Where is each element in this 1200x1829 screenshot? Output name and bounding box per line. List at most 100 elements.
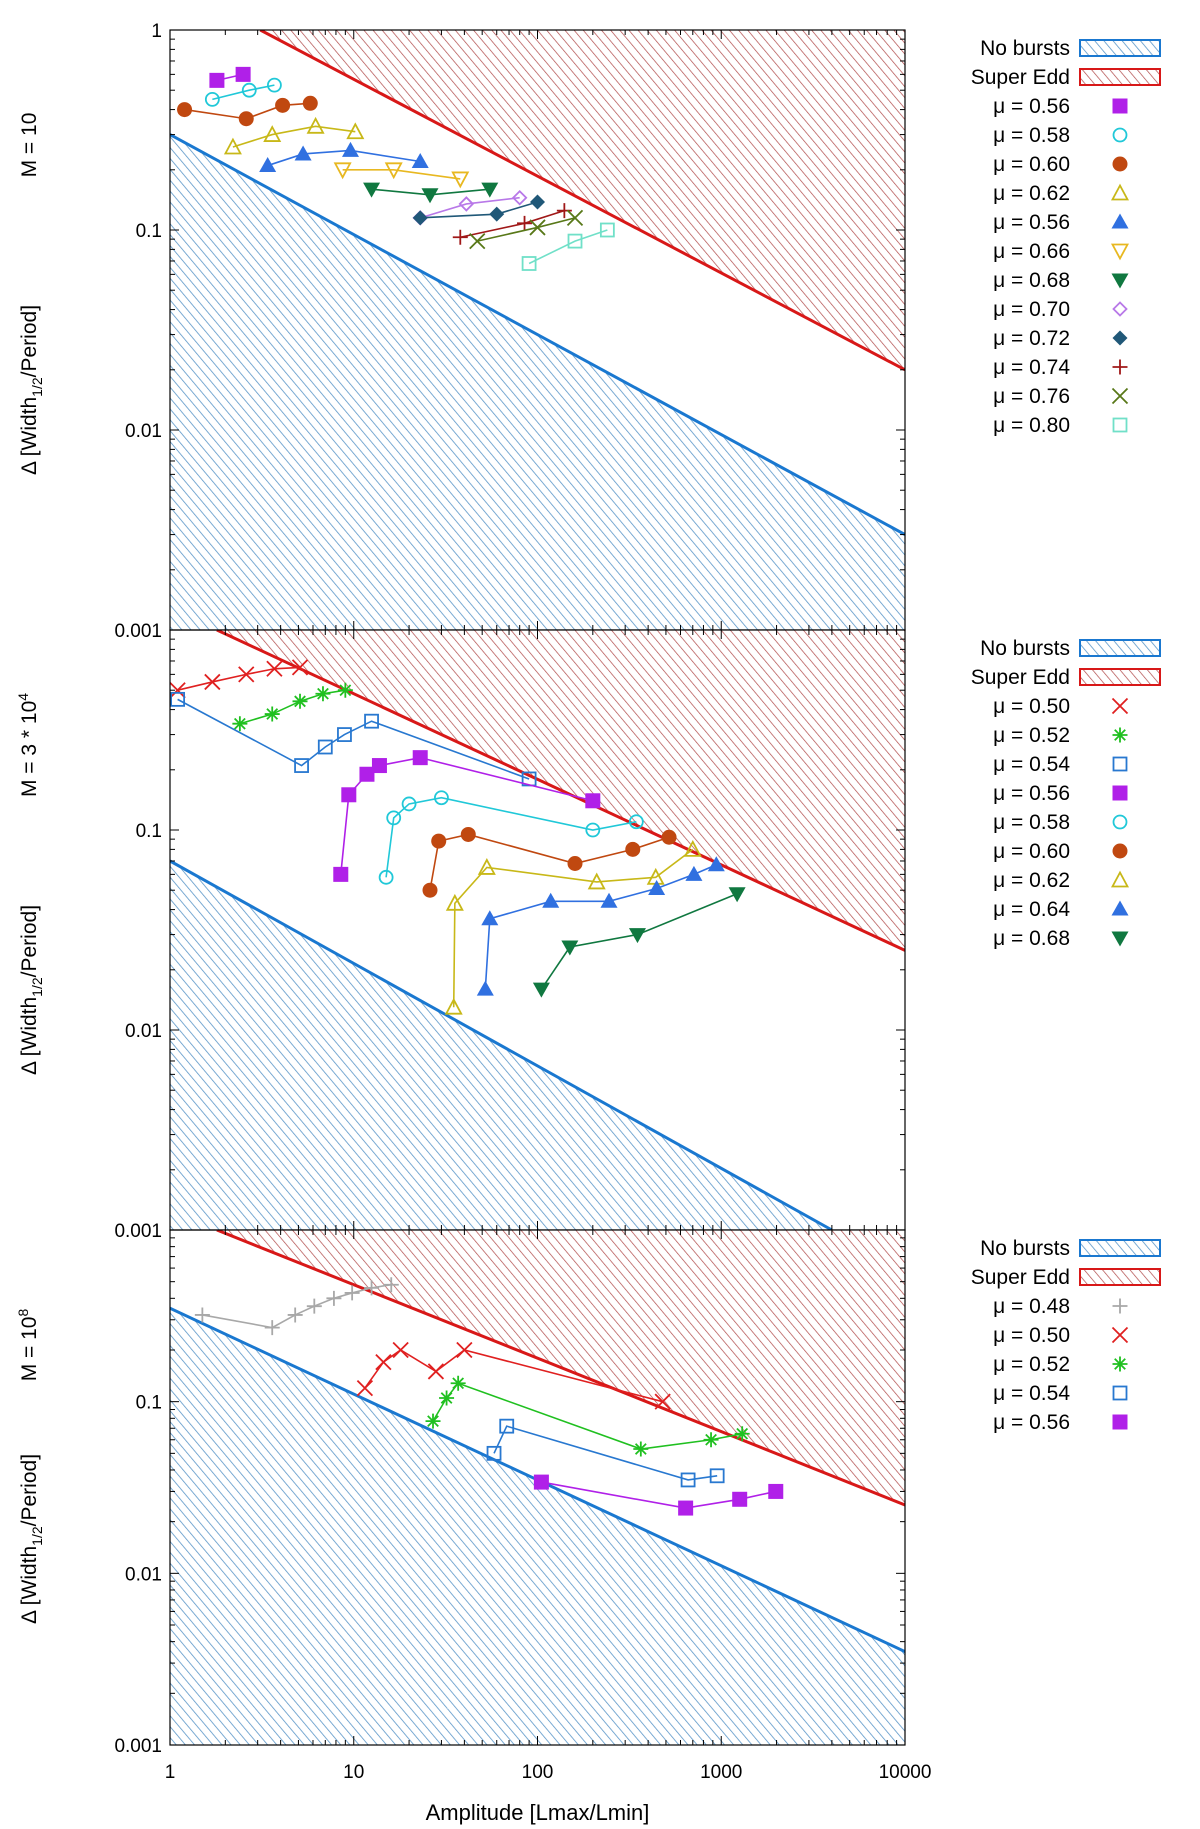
x-tick-label: 10 <box>343 1762 364 1783</box>
data-point <box>533 1474 549 1490</box>
y-axis-label: Δ [Width1/2/Period] <box>18 905 45 1075</box>
data-point <box>481 182 499 198</box>
legend-label: μ = 0.60 <box>993 840 1070 863</box>
legend-label: μ = 0.76 <box>993 385 1070 408</box>
x-tick-label: 100 <box>522 1762 554 1783</box>
data-point <box>306 116 325 134</box>
series-0 <box>170 659 309 699</box>
data-point <box>232 716 248 732</box>
axis-ticks <box>169 630 906 1231</box>
legend-label: μ = 0.48 <box>993 1295 1070 1318</box>
y-tick-label: 1 <box>151 21 162 42</box>
data-point <box>585 822 601 838</box>
data-point <box>223 137 242 155</box>
legend-label: μ = 0.50 <box>993 695 1070 718</box>
data-point <box>263 125 282 142</box>
data-point <box>434 790 449 806</box>
data-point <box>628 814 644 830</box>
legend-marker <box>1112 98 1128 114</box>
plot-area <box>170 630 905 1230</box>
data-point <box>294 758 309 773</box>
data-point <box>625 841 641 857</box>
data-point <box>532 982 550 998</box>
data-point <box>292 693 308 709</box>
legend-label: μ = 0.70 <box>993 298 1070 321</box>
legend-label: μ = 0.68 <box>993 927 1070 950</box>
data-point <box>707 856 725 872</box>
y-tick-label: 0.1 <box>136 1393 162 1414</box>
series-line <box>452 848 694 1008</box>
series-10 <box>469 209 584 250</box>
panel-M10: 1 0.1 0.01 0.001 M = 10 Δ [Width1/2/Period] No… <box>18 21 1161 642</box>
data-point <box>333 162 352 180</box>
data-point <box>542 892 560 908</box>
data-point <box>427 1363 445 1380</box>
series-1 <box>232 682 353 732</box>
data-point <box>204 673 221 691</box>
legend-marker <box>1112 417 1128 433</box>
data-point <box>392 1341 409 1359</box>
legend-marker <box>1112 301 1128 317</box>
data-point <box>241 82 257 98</box>
data-point <box>337 682 353 698</box>
legend-marker <box>1111 213 1129 229</box>
series-0 <box>194 1277 399 1336</box>
series-line <box>342 168 461 180</box>
series-line <box>528 229 608 265</box>
data-point <box>732 1491 748 1507</box>
legend-label: μ = 0.54 <box>993 1382 1070 1405</box>
series-3 <box>223 116 365 155</box>
data-point <box>364 713 379 729</box>
data-point <box>654 1393 671 1410</box>
data-point <box>477 858 496 875</box>
label-rest: /Period] <box>18 305 41 377</box>
y-tick-label: 0.1 <box>136 821 162 842</box>
data-point <box>341 141 359 157</box>
legend-label: μ = 0.52 <box>993 1353 1070 1376</box>
data-point <box>356 1379 374 1397</box>
data-point <box>412 750 428 766</box>
series-3 <box>333 750 601 882</box>
x-axis-label: Amplitude [Lmax/Lmin] <box>426 1800 650 1825</box>
legend-label: μ = 0.62 <box>993 869 1070 892</box>
data-point <box>294 145 312 161</box>
legend-swatch <box>1079 1268 1161 1286</box>
data-point <box>628 928 646 944</box>
series-1 <box>356 1341 671 1410</box>
data-point <box>456 1341 473 1359</box>
x-tick-label: 1 <box>165 1762 176 1783</box>
super-edd-boundary <box>259 30 905 372</box>
data-point <box>567 233 583 249</box>
legend-label: μ = 0.50 <box>993 1324 1070 1347</box>
legend-label: μ = 0.72 <box>993 327 1070 350</box>
y-tick-label: 0.1 <box>136 221 162 242</box>
legend-label: Super Edd <box>971 1266 1070 1289</box>
legend-marker <box>1112 1356 1128 1372</box>
y-tick-label: 0.01 <box>125 1564 162 1585</box>
data-point <box>511 189 528 206</box>
data-point <box>275 97 291 113</box>
legend-label: No bursts <box>980 637 1070 660</box>
data-point <box>364 1280 380 1296</box>
data-point <box>401 796 417 812</box>
series-2 <box>425 1375 750 1457</box>
data-point <box>444 997 463 1015</box>
legend: No bursts Super Edd μ = 0.50 μ = 0.52 μ = 0.… <box>971 637 1161 950</box>
series-line <box>541 1481 776 1509</box>
data-point <box>566 209 584 226</box>
legend-label: μ = 0.52 <box>993 724 1070 747</box>
legend-label: μ = 0.74 <box>993 356 1070 379</box>
series-line <box>212 84 275 101</box>
legend-swatch <box>1079 639 1161 657</box>
data-point <box>561 940 579 956</box>
data-point <box>302 95 318 111</box>
series-line <box>432 1382 743 1450</box>
legend-label: μ = 0.62 <box>993 182 1070 205</box>
legend-label: μ = 0.68 <box>993 269 1070 292</box>
panel-mass-label: M = 10 <box>18 113 41 178</box>
legend: No bursts Super Edd μ = 0.48 μ = 0.50 μ = 0.… <box>971 1237 1161 1434</box>
data-point <box>452 229 468 245</box>
data-point <box>530 194 545 210</box>
data-point <box>204 91 220 107</box>
plot-area <box>170 30 905 630</box>
